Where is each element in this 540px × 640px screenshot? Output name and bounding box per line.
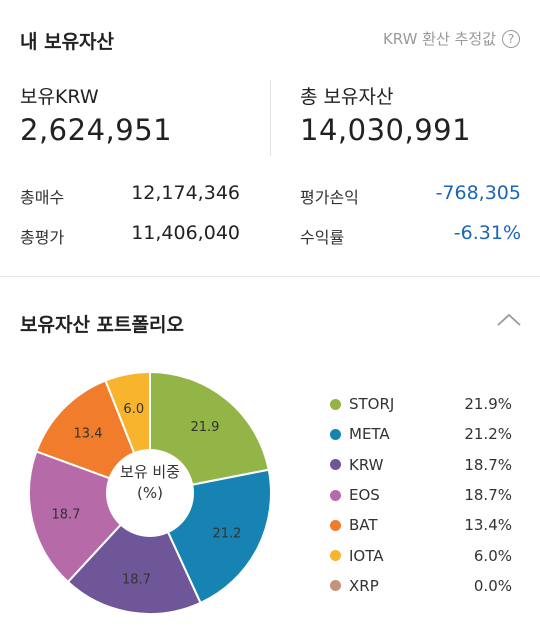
krw-holding-value: 2,624,951	[20, 113, 173, 147]
legend-label: STORJ	[349, 395, 395, 414]
legend-color-dot	[330, 489, 341, 501]
return-rate-value: -6.31%	[453, 222, 521, 244]
legend-color-dot	[330, 398, 341, 410]
legend-value: 13.4%	[464, 516, 512, 535]
legend-label: XRP	[349, 576, 379, 595]
legend-color-dot	[330, 580, 341, 592]
legend-value: 18.7%	[464, 486, 512, 505]
return-rate-label: 수익률	[300, 228, 345, 247]
total-assets-value: 14,030,991	[300, 113, 472, 147]
summary-divider	[270, 80, 271, 156]
krw-estimate-info[interactable]: KRW 환산 추정값 ?	[383, 28, 520, 49]
legend-label: META	[349, 425, 390, 444]
total-eval-value: 11,406,040	[131, 222, 240, 244]
portfolio-title: 보유자산 포트폴리오	[20, 314, 184, 336]
pnl-label: 평가손익	[300, 188, 359, 207]
legend-color-dot	[330, 428, 341, 440]
donut-center-label: 보유 비중 (%)	[100, 462, 200, 530]
slice-label-eos: 18.7	[51, 507, 80, 522]
help-icon[interactable]: ?	[502, 29, 520, 48]
legend-item-eos: EOS 18.7%	[330, 480, 512, 510]
donut-center-line1: 보유 비중	[120, 463, 180, 481]
portfolio-donut-chart: 21.9 21.2 18.7 18.7 13.4 6.0	[28, 370, 272, 615]
chart-legend: STORJ 21.9% META 21.2% KRW 18.7% EOS 18.7% BAT 13…	[330, 389, 512, 601]
chevron-up-icon[interactable]	[496, 310, 522, 330]
pie-slice-krw	[66, 491, 202, 615]
legend-value: 18.7%	[464, 455, 512, 474]
legend-item-bat: BAT 13.4%	[330, 510, 512, 540]
total-buy-label: 총매수	[20, 188, 65, 207]
legend-value: 21.9%	[464, 395, 512, 414]
legend-item-meta: META 21.2%	[330, 419, 512, 449]
section-divider	[0, 276, 540, 277]
legend-item-xrp: XRP 0.0%	[330, 571, 512, 601]
legend-value: 0.0%	[473, 576, 512, 595]
legend-color-dot	[330, 519, 341, 531]
legend-item-storj: STORJ 21.9%	[330, 389, 512, 419]
legend-value: 6.0%	[473, 546, 512, 565]
legend-color-dot	[330, 459, 341, 471]
donut-hole	[106, 449, 194, 537]
legend-label: IOTA	[349, 546, 384, 565]
legend-value: 21.2%	[464, 425, 512, 444]
legend-color-dot	[330, 550, 341, 562]
total-assets-label: 총 보유자산	[300, 86, 394, 108]
total-eval-label: 총평가	[20, 228, 65, 247]
slice-label-krw: 18.7	[122, 572, 151, 587]
krw-estimate-label: KRW 환산 추정값	[382, 30, 496, 48]
total-buy-value: 12,174,346	[131, 182, 240, 204]
legend-label: KRW	[349, 455, 384, 474]
slice-label-bat: 13.4	[74, 427, 103, 442]
slice-label-storj: 21.9	[190, 420, 219, 435]
legend-label: BAT	[349, 516, 378, 535]
page-title: 내 보유자산	[20, 31, 115, 53]
legend-label: EOS	[349, 486, 380, 505]
slice-label-iota: 6.0	[123, 402, 144, 417]
krw-holding-label: 보유KRW	[20, 86, 99, 108]
slice-label-meta: 21.2	[213, 526, 242, 541]
legend-item-krw: KRW 18.7%	[330, 450, 512, 480]
donut-center-line2: (%)	[137, 484, 163, 502]
pnl-value: -768,305	[435, 182, 521, 204]
legend-item-iota: IOTA 6.0%	[330, 540, 512, 570]
